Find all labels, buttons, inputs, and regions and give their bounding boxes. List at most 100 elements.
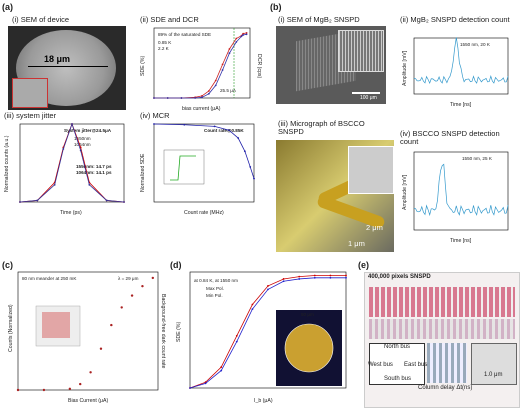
data-point bbox=[240, 35, 243, 38]
data-point bbox=[151, 276, 155, 280]
data-point bbox=[180, 97, 183, 99]
a-iii-series-group bbox=[19, 122, 125, 203]
c-lambda: λ = 29 μm bbox=[118, 276, 139, 281]
e-xlabel: Column delay Δt(ns) bbox=[418, 385, 473, 391]
data-point bbox=[79, 382, 82, 386]
a-iii-xlabel: Time (ps) bbox=[60, 210, 82, 216]
data-point bbox=[235, 41, 238, 43]
b-iii-scale2: 1 μm bbox=[348, 239, 365, 248]
a-ii-xlabel: bias current (μA) bbox=[182, 106, 221, 112]
d-xlabel: I_b (μA) bbox=[254, 398, 273, 404]
data-point bbox=[251, 308, 254, 311]
data-point bbox=[313, 274, 316, 277]
data-point bbox=[207, 92, 210, 95]
b-i-title: (i) SEM of MgB₂ SNSPD bbox=[278, 15, 360, 24]
data-point bbox=[267, 285, 269, 287]
series-line-1 bbox=[19, 122, 125, 203]
d-scale: 50 μm bbox=[301, 312, 314, 317]
data-point bbox=[228, 48, 231, 50]
data-point bbox=[204, 382, 207, 385]
b-iii-scale1: 2 μm bbox=[366, 223, 383, 232]
panel-d-tag: (d) bbox=[170, 260, 182, 270]
data-point bbox=[123, 201, 125, 203]
data-point bbox=[79, 146, 82, 149]
data-point bbox=[88, 183, 91, 186]
data-point bbox=[16, 388, 20, 392]
b-iv-trace bbox=[413, 163, 509, 217]
data-point bbox=[220, 366, 223, 369]
c-series-group bbox=[16, 276, 155, 392]
data-point bbox=[153, 97, 155, 99]
d-leg-1: Min Pol. bbox=[206, 293, 223, 298]
panel-a-tag: (a) bbox=[2, 2, 13, 12]
a-iv-xlabel: Count rate (MHz) bbox=[184, 210, 224, 216]
b-iii-title: (iii) Micrograph of BSCCO SNSPD bbox=[278, 119, 365, 136]
data-point bbox=[345, 274, 347, 277]
b-iv-ylabel: Amplitude [mV] bbox=[402, 174, 408, 210]
b-ii-trace bbox=[413, 37, 509, 85]
a-i-scale: 18 μm bbox=[44, 54, 71, 64]
data-point bbox=[282, 278, 285, 280]
b-iv-chart: 1550 nm, 25 K Time [ns] Amplitude [mV] bbox=[402, 151, 509, 244]
b-iv-xlabel: Time [ns] bbox=[450, 238, 472, 244]
data-point bbox=[36, 199, 39, 202]
e-title: 400,000 pixels SNSPD bbox=[368, 274, 431, 280]
data-point bbox=[242, 34, 245, 36]
data-point bbox=[68, 387, 72, 391]
data-point bbox=[345, 276, 347, 279]
a-iii-box: System jitter@24.5μA bbox=[64, 128, 112, 133]
data-point bbox=[298, 278, 301, 280]
a-iv-ylabel: Normalized SDE bbox=[140, 153, 146, 192]
data-point bbox=[282, 280, 285, 283]
a-iv-chart: Normalized SDE Count rate (MHz) Count ra… bbox=[140, 123, 255, 216]
data-point bbox=[166, 97, 169, 99]
data-point bbox=[235, 334, 238, 337]
a-iv-legend: Count rate@0.85K bbox=[204, 128, 244, 133]
d-chart: at 0.84 K, at 1550 nm Max Pol. Min Pol. … bbox=[176, 271, 347, 404]
a-ii-ylabel: SDE (%) bbox=[140, 56, 146, 76]
data-point bbox=[89, 371, 92, 374]
b-ii-xlabel: Time [ns] bbox=[450, 102, 472, 108]
a-ii-title: (ii) SDE and DCR bbox=[140, 15, 199, 24]
d-annot: at 0.84 K, at 1550 nm bbox=[194, 278, 238, 283]
a-ii-top: 89% of the saturated SDE bbox=[158, 32, 211, 37]
e-scale: 1.0 μm bbox=[484, 372, 503, 378]
data-point bbox=[214, 79, 217, 82]
data-point bbox=[183, 123, 186, 126]
a-ii-series-group bbox=[153, 32, 248, 99]
c-title: 80 nm meander at 250 mK bbox=[22, 276, 77, 281]
a-ii-y2label: DCR (cps) bbox=[256, 54, 262, 78]
b-i-scale: 100 μm bbox=[360, 95, 377, 101]
data-point bbox=[201, 96, 203, 99]
b-iv-annot: 1550 nm, 25 K bbox=[462, 156, 493, 161]
d-leg-0: Max Pol. bbox=[206, 286, 224, 291]
data-point bbox=[329, 276, 332, 279]
bscco-micrograph-image bbox=[276, 140, 394, 252]
data-point bbox=[221, 63, 224, 66]
data-point bbox=[251, 303, 254, 306]
c-y2label: Background-free dark count rate bbox=[160, 294, 166, 369]
data-point bbox=[228, 52, 231, 55]
data-point bbox=[213, 125, 216, 128]
data-point bbox=[42, 388, 46, 392]
b-ii-ylabel: Amplitude [mV] bbox=[402, 50, 408, 86]
a-iii-val-0: 1550nm: 14.7 ps bbox=[76, 164, 112, 169]
data-point bbox=[245, 32, 248, 34]
data-point bbox=[201, 95, 203, 97]
e-north: North bus bbox=[384, 344, 411, 350]
a-iv-title: (iv) MCR bbox=[140, 111, 170, 120]
data-point bbox=[153, 123, 155, 125]
a-ii-annot: 25.5 μA bbox=[220, 88, 237, 93]
a-iii-chart: Normalized counts (a.u.) Time (ps) Syste… bbox=[4, 122, 125, 216]
data-point bbox=[245, 33, 248, 36]
data-point bbox=[221, 69, 224, 71]
c-xlabel: Bias Current (μA) bbox=[68, 398, 108, 404]
panel-c-tag: (c) bbox=[2, 260, 13, 270]
a-i-title: (i) SEM of device bbox=[12, 15, 70, 24]
b-iv-title: (iv) BSCCO SNSPD detection count bbox=[400, 129, 500, 146]
data-point bbox=[189, 387, 191, 389]
b-ii-title: (ii) MgB₂ SNSPD detection count bbox=[400, 15, 510, 24]
data-point bbox=[298, 275, 301, 278]
data-point bbox=[249, 166, 252, 168]
e-south: South bus bbox=[384, 376, 412, 382]
